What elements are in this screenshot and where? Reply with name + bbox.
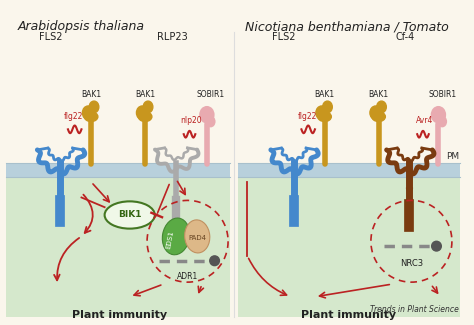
Text: BAK1: BAK1 [81,90,101,99]
Bar [238,163,460,177]
Text: SOBIR1: SOBIR1 [197,90,225,99]
Text: Nicotiana benthamiana / Tomato: Nicotiana benthamiana / Tomato [245,20,449,33]
Ellipse shape [84,112,98,122]
Ellipse shape [316,106,328,120]
Text: Arabidopsis thaliana: Arabidopsis thaliana [18,20,145,33]
Text: flg22: flg22 [298,111,317,121]
Ellipse shape [82,106,94,120]
Text: EDS1: EDS1 [165,230,175,249]
Text: NRC3: NRC3 [400,259,423,268]
Text: PM: PM [447,152,460,162]
Text: Trends in Plant Science: Trends in Plant Science [370,305,459,314]
Text: BAK1: BAK1 [135,90,155,99]
Text: PAD4: PAD4 [188,235,206,241]
Text: Cf-4: Cf-4 [396,32,415,42]
Bar [238,177,460,317]
Ellipse shape [431,106,446,124]
Text: ADR1: ADR1 [177,272,198,281]
Text: FLS2: FLS2 [39,32,63,42]
Text: SOBIR1: SOBIR1 [428,90,456,99]
Text: nlp20: nlp20 [181,115,202,124]
Ellipse shape [370,106,382,120]
Ellipse shape [89,101,99,113]
Ellipse shape [377,101,386,113]
Ellipse shape [143,101,153,113]
Ellipse shape [199,106,215,124]
Bar [6,163,230,177]
Circle shape [432,241,441,251]
Ellipse shape [372,112,385,122]
Text: BIK1: BIK1 [118,211,141,219]
Circle shape [210,256,219,266]
Ellipse shape [206,116,216,127]
Ellipse shape [162,218,190,255]
Text: Plant immunity: Plant immunity [301,310,396,320]
Ellipse shape [318,112,331,122]
Text: Plant immunity: Plant immunity [73,310,168,320]
Text: BAK1: BAK1 [369,90,389,99]
Text: flg22: flg22 [64,111,83,121]
Ellipse shape [105,202,155,228]
Bar [6,177,230,317]
Text: RLP23: RLP23 [157,32,188,42]
Ellipse shape [137,106,148,120]
Ellipse shape [138,112,152,122]
Ellipse shape [323,101,332,113]
Text: BAK1: BAK1 [315,90,335,99]
Ellipse shape [438,116,447,127]
Ellipse shape [185,220,210,253]
Text: FLS2: FLS2 [273,32,296,42]
Text: Avr4: Avr4 [416,115,434,124]
